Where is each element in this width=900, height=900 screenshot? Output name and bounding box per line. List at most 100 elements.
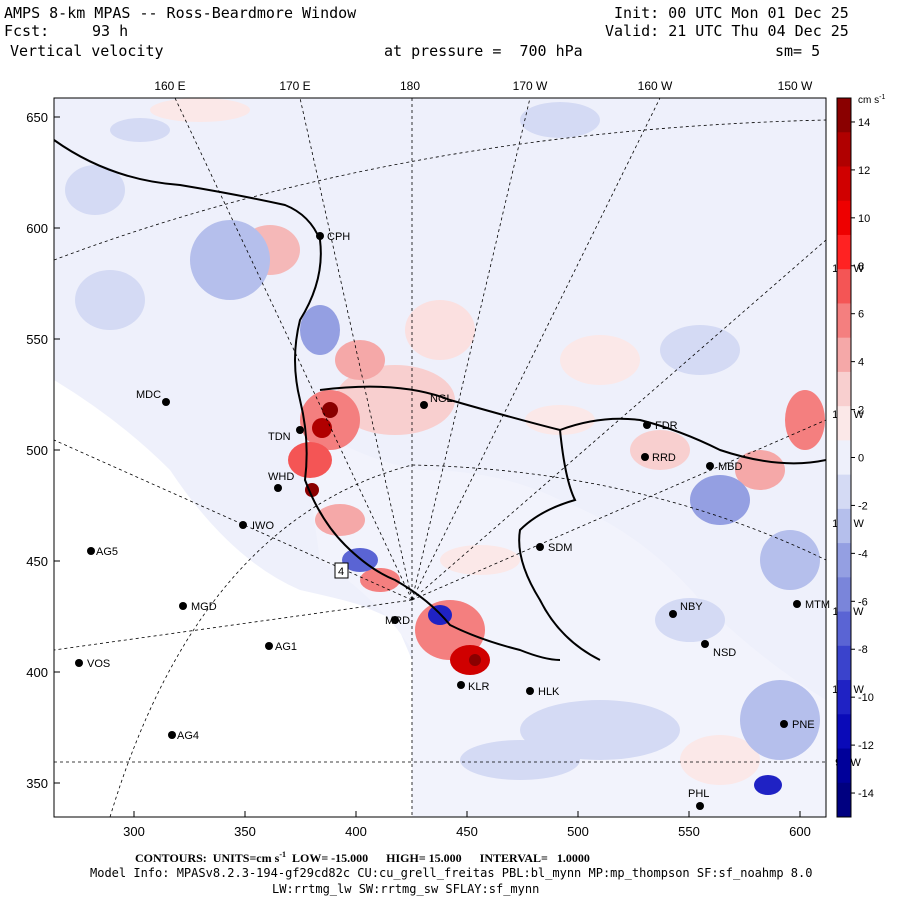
station-label: VOS xyxy=(87,658,110,670)
station-label: AG1 xyxy=(275,641,297,653)
station-nsd: NSD xyxy=(701,640,736,659)
box-marker-label: 4 xyxy=(338,566,344,578)
station-label: FDR xyxy=(655,420,678,432)
station-label: MDC xyxy=(136,389,161,401)
colorbar-cell xyxy=(837,234,851,270)
station-phl: PHL xyxy=(688,788,709,810)
model-info-2: LW:rrtmg_lw SW:rrtmg_sw SFLAY:sf_mynn xyxy=(272,882,540,896)
lon-label: 170 W xyxy=(513,79,548,93)
colorbar-label: -8 xyxy=(858,644,868,656)
colorbar-cell xyxy=(837,166,851,202)
station-label: MRD xyxy=(385,615,410,627)
station-iwo: IWO xyxy=(239,520,274,532)
x-tick-label: 300 xyxy=(123,824,145,839)
coastline xyxy=(54,139,826,661)
colorbar-cell xyxy=(837,577,851,613)
colorbar-label: -6 xyxy=(858,596,868,608)
station-label: NBY xyxy=(680,601,703,613)
x-tick-label: 600 xyxy=(789,824,811,839)
y-tick-label: 500 xyxy=(26,443,48,458)
station-label: HLK xyxy=(538,686,560,698)
station-ngl: NGL xyxy=(420,393,453,409)
model-info: Model Info: MPASv8.2.3-194-gf29cd82c CU:… xyxy=(90,866,813,880)
lon-label: 160 E xyxy=(154,79,185,93)
colorbar-units: cm s-1 xyxy=(858,94,885,106)
station-nby: NBY xyxy=(669,601,703,618)
station-tdn: TDN xyxy=(268,426,304,443)
y-tick-label: 650 xyxy=(26,110,48,125)
station-hlk: HLK xyxy=(526,686,560,698)
x-tick-label: 400 xyxy=(345,824,367,839)
station-label: PNE xyxy=(792,719,815,731)
colorbar-label: 10 xyxy=(858,213,870,225)
station-mtm: MTM xyxy=(793,599,830,611)
station-pne: PNE xyxy=(780,719,815,731)
x-tick-label: 550 xyxy=(678,824,700,839)
station-ag4: AG4 xyxy=(168,730,199,742)
map-field xyxy=(54,98,826,817)
y-tick-label: 350 xyxy=(26,776,48,791)
colorbar-label: 6 xyxy=(858,309,864,321)
colorbar-label: 12 xyxy=(858,165,870,177)
colorbar-cell xyxy=(837,371,851,407)
pressure-level: at pressure = 700 hPa xyxy=(384,42,583,60)
axis-ticks xyxy=(54,116,801,817)
forecast-hour: 93 h xyxy=(92,22,129,40)
colorbar-cell xyxy=(837,543,851,578)
colorbar-cell xyxy=(837,406,851,441)
grid-box-marker: 4 xyxy=(334,562,349,579)
y-tick-label: 450 xyxy=(26,554,48,569)
colorbar-label: 2 xyxy=(858,405,864,417)
x-tick-label: 500 xyxy=(567,824,589,839)
colorbar-label: -12 xyxy=(858,740,874,752)
contour-info: CONTOURS: UNITS=cm s-1 LOW= -15.000 HIGH… xyxy=(135,850,590,865)
colorbar-label: -4 xyxy=(858,548,868,560)
station-label: MBD xyxy=(718,461,743,473)
lon-label: 160 W xyxy=(638,79,673,93)
colorbar-label: -14 xyxy=(858,788,874,800)
colorbar-label: 0 xyxy=(858,453,864,465)
colorbar-label: 4 xyxy=(858,357,864,369)
colorbar-label: 14 xyxy=(858,117,870,129)
station-cph: CPH xyxy=(316,231,350,243)
station-vos: VOS xyxy=(75,658,110,670)
colorbar-label: 8 xyxy=(858,261,864,273)
station-label: PHL xyxy=(688,788,709,800)
colorbar-cell xyxy=(837,714,851,750)
colorbar: cm s-1 14 12 10 8 6 4 2 0 -2 -4 -6 -8 -10 -12 -14 xyxy=(836,94,885,818)
station-ag1: AG1 xyxy=(265,641,297,653)
forecast-label: Fcst: xyxy=(4,22,50,40)
colorbar-cell xyxy=(837,645,851,681)
colorbar-cell xyxy=(837,611,851,647)
smoothing-value: sm= 5 xyxy=(775,42,821,60)
x-tick-label: 450 xyxy=(456,824,478,839)
valid-time: Valid: 21 UTC Thu 04 Dec 25 xyxy=(605,22,849,40)
colorbar-cell xyxy=(837,269,851,304)
colorbar-cell xyxy=(837,440,851,476)
lon-label: 150 W xyxy=(778,79,813,93)
colorbar-cell xyxy=(837,748,851,784)
lon-label: 180 xyxy=(400,79,420,93)
station-label: MTM xyxy=(805,599,830,611)
colorbar-cell xyxy=(837,782,851,818)
station-mgd: MGD xyxy=(179,601,217,613)
bottom-axis-labels: 300 350 400 450 500 550 600 xyxy=(123,824,811,839)
station-label: AG4 xyxy=(177,730,199,742)
variable-name: Vertical velocity xyxy=(10,42,164,60)
colorbar-cell xyxy=(837,508,851,544)
station-label: IWO xyxy=(252,520,274,532)
station-mbd: MBD xyxy=(706,461,743,473)
station-label: NGL xyxy=(430,393,453,405)
lon-label: 170 E xyxy=(279,79,310,93)
plot-title: AMPS 8-km MPAS -- Ross-Beardmore Window xyxy=(4,4,357,22)
x-tick-label: 350 xyxy=(234,824,256,839)
map-frame xyxy=(53,97,827,818)
station-rrd: RRD xyxy=(641,452,676,464)
y-tick-label: 400 xyxy=(26,665,48,680)
station-label: MGD xyxy=(191,601,217,613)
station-whd: WHD xyxy=(268,471,294,492)
left-axis-labels: 650 600 550 500 450 400 350 xyxy=(26,110,48,791)
colorbar-label: -10 xyxy=(858,692,874,704)
station-mrd: MRD xyxy=(385,615,410,627)
